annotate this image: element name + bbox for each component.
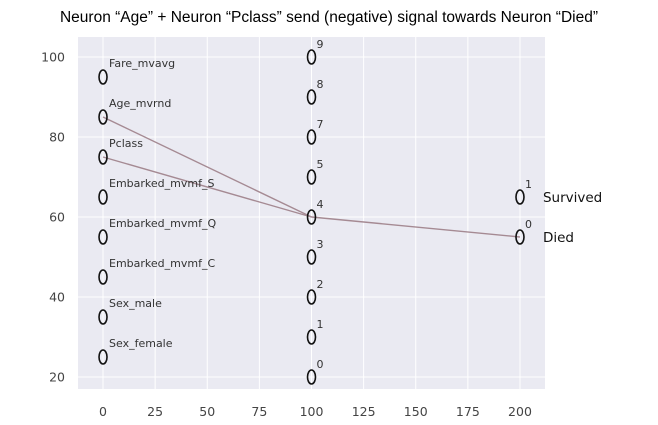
hidden-node-label: 2	[317, 278, 324, 291]
x-tick-label: 50	[199, 404, 215, 419]
input-node-label: Sex_male	[109, 297, 162, 310]
input-node-label: Age_mvrnd	[109, 97, 171, 110]
y-tick-label: 80	[49, 130, 65, 145]
input-node-label: Fare_mvavg	[109, 57, 175, 70]
output-node-name: Died	[543, 230, 574, 246]
hidden-node-label: 4	[317, 198, 324, 211]
x-tick-label: 0	[99, 404, 107, 419]
x-tick-label: 75	[251, 404, 267, 419]
hidden-node-label: 8	[317, 78, 324, 91]
input-node-label: Embarked_mvmf_Q	[109, 217, 216, 230]
y-tick-label: 40	[49, 290, 65, 305]
hidden-node-label: 3	[317, 238, 324, 251]
input-node-label: Embarked_mvmf_C	[109, 257, 215, 270]
input-node-label: Pclass	[109, 137, 143, 150]
y-tick-label: 20	[49, 370, 65, 385]
x-tick-label: 125	[352, 404, 376, 419]
y-tick-label: 60	[49, 210, 65, 225]
input-node-label: Sex_female	[109, 337, 173, 350]
hidden-node-label: 7	[317, 118, 324, 131]
output-node-name: Survived	[543, 190, 602, 206]
hidden-node-label: 0	[317, 358, 324, 371]
hidden-node-label: 5	[317, 158, 324, 171]
x-tick-label: 200	[508, 404, 532, 419]
x-tick-label: 150	[404, 404, 428, 419]
hidden-node-label: 1	[317, 318, 324, 331]
output-node-index: 0	[525, 218, 532, 231]
hidden-node-label: 9	[317, 38, 324, 51]
chart-title: Neuron “Age” + Neuron “Pclass” send (neg…	[60, 9, 598, 26]
x-tick-label: 100	[300, 404, 324, 419]
x-tick-label: 25	[147, 404, 163, 419]
y-tick-label: 100	[41, 50, 65, 65]
x-tick-label: 175	[456, 404, 480, 419]
input-node-label: Embarked_mvmf_S	[109, 177, 214, 190]
output-node-index: 1	[525, 178, 532, 191]
